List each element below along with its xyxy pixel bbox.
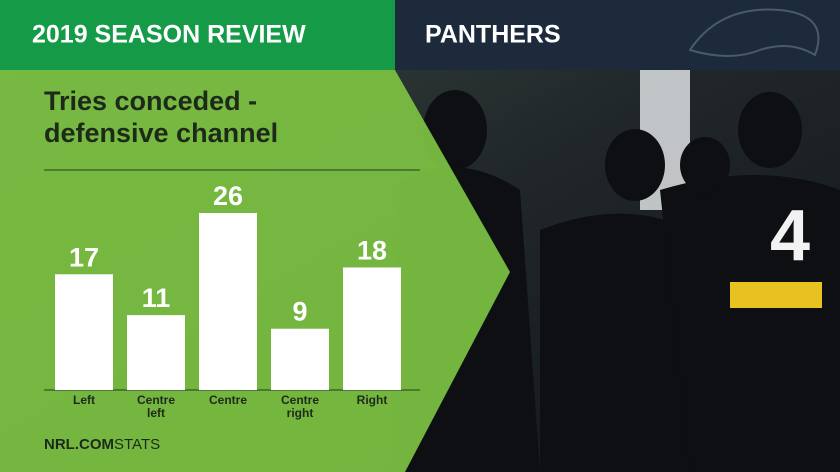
footer-logo: NRL.COMSTATS bbox=[44, 436, 160, 453]
bar bbox=[55, 274, 113, 390]
jersey-sponsor bbox=[730, 282, 822, 308]
jersey-number: 4 bbox=[770, 196, 810, 276]
header-right bbox=[395, 0, 840, 70]
header-left bbox=[0, 0, 395, 70]
x-tick-label: Right bbox=[356, 393, 388, 407]
value-label: 17 bbox=[69, 242, 99, 272]
bar bbox=[343, 267, 401, 390]
bar bbox=[271, 328, 329, 390]
value-label: 9 bbox=[292, 297, 307, 327]
chart-title: Tries conceded -defensive channel bbox=[44, 86, 278, 148]
panther-logo bbox=[688, 8, 820, 57]
bar bbox=[127, 315, 185, 390]
header-title: 2019 SEASON REVIEW bbox=[32, 21, 306, 49]
value-label: 18 bbox=[357, 235, 387, 265]
x-tick-label: Centre left bbox=[136, 393, 175, 420]
bar bbox=[199, 213, 257, 390]
footer-suffix: STATS bbox=[114, 436, 160, 453]
team-name: PANTHERS bbox=[425, 21, 561, 49]
footer-brand: NRL.COM bbox=[44, 436, 114, 453]
x-tick-label: Left bbox=[73, 393, 95, 407]
x-tick-label: Centre bbox=[208, 393, 247, 407]
x-tick-label: Centre right bbox=[280, 393, 319, 420]
value-label: 11 bbox=[142, 283, 171, 313]
value-label: 26 bbox=[213, 181, 243, 211]
